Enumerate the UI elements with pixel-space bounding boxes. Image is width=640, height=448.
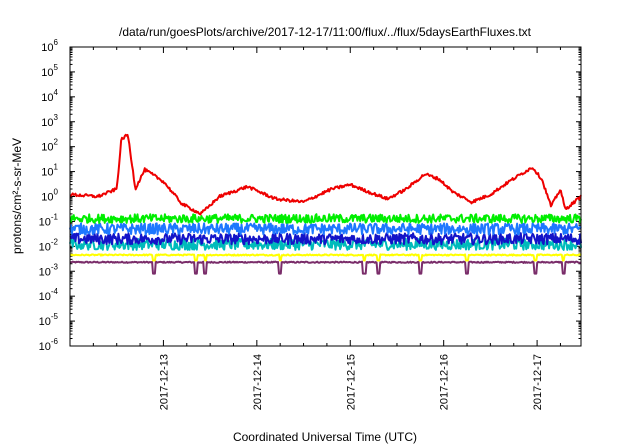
chart-title: /data/run/goesPlots/archive/2017-12-17/1…: [119, 25, 532, 39]
y-tick-label: 103: [41, 113, 58, 129]
y-tick-label: 102: [41, 138, 58, 154]
y-tick-exponent: -5: [51, 312, 59, 321]
x-tick-label: 2017-12-17: [532, 354, 544, 410]
y-tick-label: 101: [41, 163, 58, 179]
x-tick-label: 2017-12-13: [158, 354, 170, 410]
y-tick-exponent: -1: [51, 212, 59, 221]
y-tick-exponent: 3: [54, 113, 59, 122]
y-tick-label: 100: [41, 188, 58, 204]
x-tick-label: 2017-12-16: [439, 354, 451, 410]
series-line-5: [69, 253, 582, 262]
x-tick-label: 2017-12-15: [345, 354, 357, 410]
y-tick-exponent: 4: [54, 88, 59, 97]
x-tick-label: 2017-12-14: [252, 354, 264, 410]
y-tick-label: 105: [41, 63, 58, 79]
y-axis-ticks: 10-610-510-410-310-210-11001011021031041…: [39, 38, 581, 353]
y-tick-exponent: 2: [54, 138, 59, 147]
series-line-6: [69, 260, 582, 275]
y-tick-exponent: -6: [51, 337, 59, 346]
y-tick-label: 10-5: [39, 312, 59, 328]
y-tick-label: 10-1: [39, 212, 59, 228]
y-tick-exponent: 5: [54, 63, 59, 72]
y-tick-label: 10-2: [39, 237, 59, 253]
series-layer: [69, 133, 582, 275]
series-line-0: [69, 133, 582, 216]
y-tick-exponent: 0: [54, 188, 59, 197]
y-tick-exponent: 1: [54, 163, 59, 172]
y-tick-exponent: -3: [51, 262, 59, 271]
y-tick-exponent: 6: [54, 38, 59, 47]
x-axis-ticks: 2017-12-13 2017-12-14 2017-12-15 2017-12-16…: [92, 47, 561, 410]
x-axis-label: Coordinated Universal Time (UTC): [233, 430, 417, 444]
series-line-2: [69, 222, 582, 236]
series-line-1: [69, 213, 582, 224]
y-tick-exponent: -4: [51, 287, 59, 296]
y-tick-label: 10-3: [39, 262, 59, 278]
plot-frame: [69, 46, 582, 347]
y-axis-label: protons/cm²-s-sr-MeV: [10, 138, 24, 254]
y-tick-label: 10-4: [39, 287, 59, 303]
y-tick-label: 104: [41, 88, 58, 104]
y-tick-label: 10-6: [39, 337, 59, 353]
series-line-4: [69, 232, 582, 246]
y-tick-label: 106: [41, 38, 58, 54]
y-tick-exponent: -2: [51, 237, 59, 246]
